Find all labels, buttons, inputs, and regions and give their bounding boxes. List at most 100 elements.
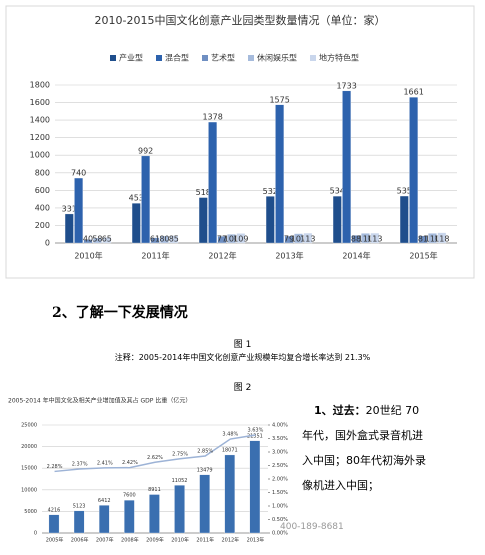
data-label: 2.42%	[122, 460, 138, 466]
x-tick-label: 2009年	[146, 537, 164, 544]
bar	[224, 454, 236, 534]
data-label: 18071	[222, 447, 238, 453]
y2-tick-label: 0.00%	[272, 531, 288, 537]
chart-title: 2005-2014 年中国文化及相关产业增加值及其占 GDP 比重（亿元）	[8, 397, 191, 405]
y-tick-label: 0	[34, 531, 37, 537]
legend-swatch	[310, 55, 316, 61]
watermark: 400-189-8681	[280, 522, 344, 532]
data-label: 58	[92, 235, 102, 244]
data-label: 88	[351, 235, 361, 244]
data-label: 79	[284, 235, 294, 244]
data-label: 85	[169, 235, 179, 244]
x-tick-label: 2007年	[96, 537, 114, 544]
data-label: 534	[330, 187, 345, 196]
bar	[437, 232, 447, 244]
chart-1: 2010-2015中国文化创意产业园类型数量情况（单位：家） 0 200 400 60…	[5, 5, 475, 279]
line	[54, 434, 256, 473]
bar	[169, 235, 179, 244]
data-label: 453	[129, 194, 144, 203]
data-label: 80	[159, 235, 169, 244]
y-tick-label: 0	[45, 239, 50, 248]
bar	[370, 232, 380, 244]
data-label: 118	[434, 235, 449, 244]
bar	[399, 195, 409, 244]
data-label: 21351	[247, 433, 263, 439]
y-tick-label: 10000	[21, 487, 37, 493]
bar	[275, 104, 285, 244]
x-tick-label: 2015年	[409, 251, 437, 261]
bar	[409, 97, 419, 244]
x-tick-label: 2014年	[342, 251, 370, 261]
data-label: 1575	[269, 95, 289, 104]
data-label: 4216	[48, 507, 61, 513]
bar	[265, 196, 275, 244]
bar	[160, 235, 169, 244]
data-label: 992	[138, 146, 153, 155]
y-tick-label: 1200	[30, 133, 50, 142]
y2-tick-label: 1.50%	[272, 490, 288, 496]
bar	[198, 197, 208, 244]
heading: 2、了解一下发展情况	[52, 305, 188, 321]
data-label: 2.62%	[147, 455, 163, 461]
legend-label: 艺术型	[211, 53, 235, 63]
data-label: 77	[217, 235, 227, 244]
x-tick-label: 2008年	[121, 537, 139, 544]
data-label: 2.85%	[197, 449, 213, 455]
data-label: 3.48%	[222, 432, 238, 438]
paragraph-body: 20世纪 70年代，国外盒式录音机进入中国；80年代初海外录像机进入中国；	[302, 404, 426, 492]
bar	[73, 510, 85, 534]
y2-tick-label: 3.00%	[272, 450, 288, 456]
chart-frame	[5, 5, 475, 279]
bar	[93, 237, 102, 244]
y2-tick-label: 2.00%	[272, 477, 288, 483]
y-tick-label: 600	[35, 186, 50, 195]
bar	[141, 155, 151, 244]
data-label: 740	[71, 169, 86, 178]
x-tick-label: 2005年	[46, 537, 64, 544]
data-label: 7600	[123, 493, 136, 499]
legend-label: 地方特色型	[319, 53, 359, 63]
data-label: 107	[291, 235, 306, 244]
bar	[361, 233, 370, 244]
bar	[227, 234, 236, 244]
bar	[102, 237, 112, 244]
bar	[249, 440, 261, 534]
x-tick-label: 2011年	[196, 537, 214, 544]
data-label: 13479	[197, 467, 213, 473]
note: 注释：2005-2014年中国文化创意产业规模年均复合增长率达到 21.3%	[114, 353, 371, 362]
y-tick-label: 200	[35, 221, 50, 230]
legend-label: 混合型	[165, 53, 189, 63]
y-tick-label: 20000	[21, 444, 37, 450]
bar	[284, 235, 294, 244]
y2-tick-label: 4.00%	[272, 423, 288, 429]
y2-tick-label: 1.00%	[272, 504, 288, 510]
data-label: 2.75%	[172, 451, 188, 457]
data-label: 1661	[403, 88, 423, 97]
data-label: 1733	[336, 81, 356, 90]
bar	[124, 500, 135, 534]
bar	[418, 235, 428, 244]
y-tick-label: 800	[35, 168, 50, 177]
x-tick-label: 2006年	[71, 537, 89, 544]
data-label: 110	[358, 235, 373, 244]
legend-swatch	[156, 55, 162, 61]
data-label: 532	[263, 187, 278, 196]
bar	[149, 494, 160, 534]
bar	[64, 213, 74, 244]
bar	[332, 195, 342, 244]
x-tick-label: 2013年	[275, 251, 303, 261]
bar	[74, 177, 84, 244]
bar	[236, 233, 246, 244]
y-tick-label: 1400	[30, 116, 50, 125]
y-tick-label: 5000	[24, 509, 37, 515]
data-label: 109	[233, 235, 248, 244]
legend-label: 产业型	[119, 53, 143, 63]
data-label: 3.63%	[247, 427, 263, 433]
figure-caption: 图 1	[233, 340, 252, 350]
bar	[217, 236, 227, 244]
x-tick-label: 2011年	[141, 251, 169, 261]
data-label: 113	[300, 235, 315, 244]
bar	[131, 203, 141, 244]
bar	[294, 233, 303, 244]
